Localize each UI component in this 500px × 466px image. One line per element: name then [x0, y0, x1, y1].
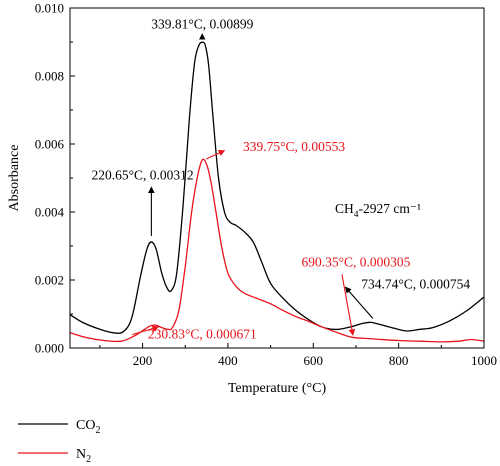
series-layer	[69, 41, 485, 343]
y-tick-label: 0.000	[35, 341, 64, 356]
x-tick-label: 200	[133, 353, 153, 368]
annotation-label: 339.81°C, 0.00899	[151, 16, 253, 31]
legend-label-n2: N2	[76, 447, 91, 465]
x-tick-label: 400	[218, 353, 238, 368]
annotation-label: 339.75°C, 0.00553	[243, 139, 345, 154]
series-line-n2	[69, 158, 485, 343]
y-tick-label: 0.010	[35, 1, 64, 16]
annotation-arrow	[132, 325, 159, 336]
x-axis-title: Temperature (°C)	[228, 381, 327, 396]
annotation-label: 230.83°C, 0.000671	[148, 326, 257, 341]
annotation-arrow	[205, 149, 226, 160]
annotation-label: 690.35°C, 0.000305	[302, 254, 411, 269]
y-axis: 0.000 0.002 0.004 0.006 0.008 0.010	[35, 1, 75, 356]
legend-label-co2: CO2	[76, 418, 100, 436]
annotation-layer: 339.81°C, 0.00899 220.65°C, 0.00312 339.75…	[91, 16, 470, 341]
gas-label: CH4-2927 cm⁻¹	[335, 201, 421, 220]
series-line-co2	[69, 41, 485, 334]
y-axis-title: Absorbance	[7, 145, 22, 212]
annotation-arrow	[341, 274, 356, 336]
legend: CO2 N2	[18, 418, 100, 465]
y-tick-label: 0.006	[35, 137, 65, 152]
y-tick-label: 0.002	[35, 273, 64, 288]
x-tick-label: 600	[304, 353, 324, 368]
x-tick-label: 1000	[471, 353, 497, 368]
y-tick-label: 0.004	[35, 205, 65, 220]
x-axis: 200 400 600 800 1000	[99, 343, 497, 368]
x-tick-label: 800	[389, 353, 409, 368]
annotation-arrow	[344, 286, 374, 319]
annotation-label: 734.74°C, 0.000754	[361, 277, 470, 292]
y-tick-label: 0.008	[35, 69, 64, 84]
annotation-label: 220.65°C, 0.00312	[91, 168, 193, 183]
